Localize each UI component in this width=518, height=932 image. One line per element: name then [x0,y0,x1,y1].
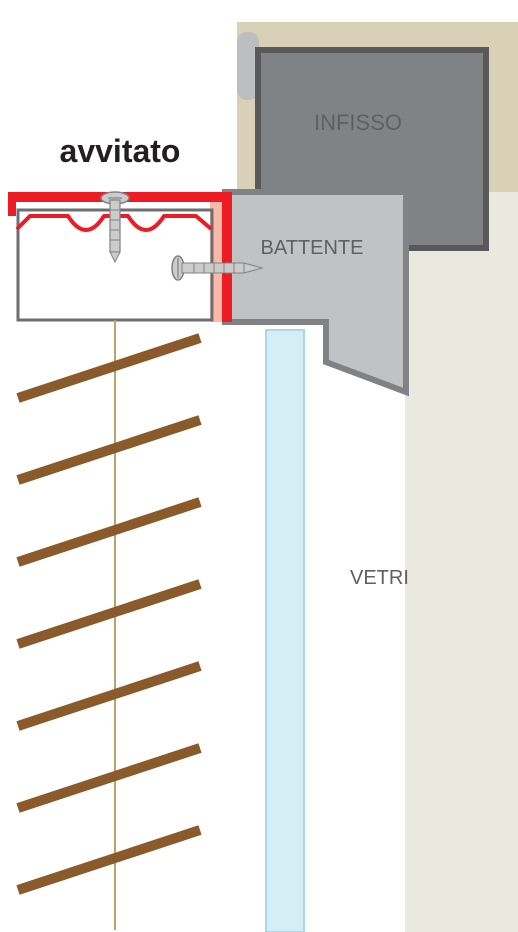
title-avvitato: avvitato [60,133,181,169]
screw-vertical [101,192,129,262]
label-battente: BATTENTE [261,237,364,259]
label-infisso: INFISSO [314,110,402,135]
battente-block [225,192,406,392]
label-vetri: VETRI [350,567,409,589]
blind-slats [18,338,200,890]
red-lip-left [8,200,16,216]
glass-pane [266,330,304,932]
red-side-flange [222,192,232,322]
wall-panel [405,170,518,932]
